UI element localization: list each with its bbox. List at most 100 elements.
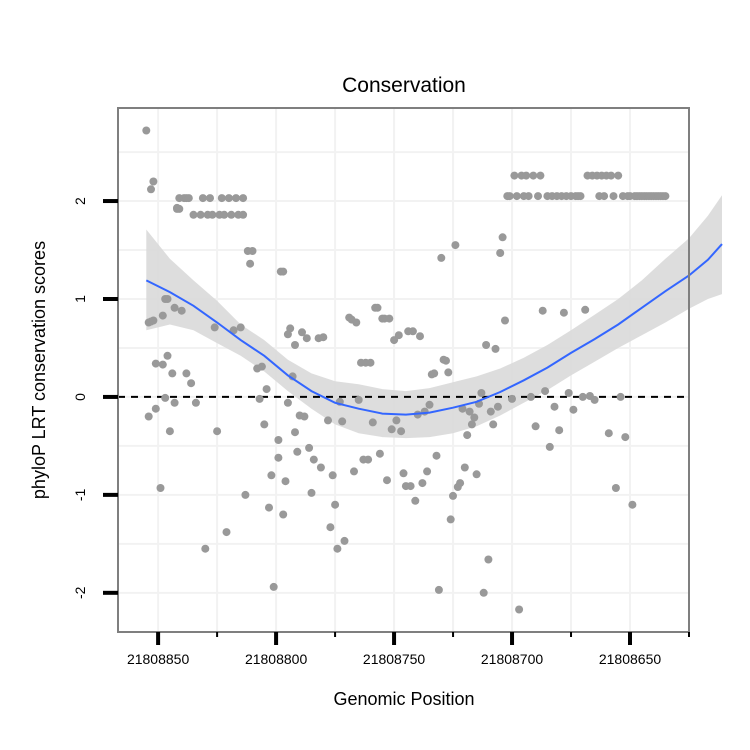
data-point	[397, 427, 406, 436]
data-point	[484, 555, 493, 564]
data-point	[224, 194, 233, 203]
data-point	[501, 316, 509, 325]
data-point	[383, 476, 391, 485]
data-point	[302, 334, 311, 343]
data-point	[165, 427, 174, 436]
data-point	[281, 477, 290, 486]
data-point	[239, 210, 248, 219]
data-point	[267, 471, 276, 480]
data-point	[470, 413, 479, 422]
data-point	[576, 192, 585, 201]
data-point	[425, 400, 434, 409]
data-point	[564, 389, 573, 397]
data-point	[213, 427, 222, 436]
data-point	[432, 451, 441, 460]
data-point	[611, 484, 620, 492]
data-point	[300, 412, 309, 421]
data-point	[217, 194, 226, 203]
data-point	[257, 362, 266, 371]
data-point	[600, 192, 609, 201]
data-point	[328, 471, 337, 480]
data-point	[545, 442, 554, 451]
data-point	[144, 412, 153, 421]
data-point	[437, 253, 446, 262]
data-point	[446, 515, 455, 524]
data-point	[338, 417, 347, 426]
data-point	[420, 407, 429, 416]
y-axis: -2 -1 0 1 2	[72, 197, 118, 599]
data-points	[142, 126, 670, 614]
data-point	[368, 418, 377, 427]
data-point	[508, 394, 516, 403]
data-point	[241, 490, 250, 499]
y-tick-label: -2	[72, 586, 88, 599]
data-point	[291, 341, 299, 349]
data-point	[163, 351, 172, 360]
x-tick-label: 21808700	[481, 651, 544, 667]
data-point	[354, 395, 363, 404]
data-point	[340, 536, 349, 545]
data-point	[274, 453, 283, 462]
data-point	[373, 303, 382, 312]
data-point	[479, 588, 488, 597]
data-point	[333, 544, 342, 553]
x-tick-label: 21808650	[599, 651, 662, 667]
data-point	[269, 582, 278, 591]
data-point	[175, 204, 184, 213]
data-point	[555, 426, 564, 435]
chart-title: Conservation	[342, 74, 466, 97]
data-point	[463, 431, 472, 440]
data-point	[526, 392, 535, 401]
data-point	[366, 358, 375, 367]
data-point	[510, 171, 519, 180]
data-point	[331, 500, 340, 509]
y-tick-label: 0	[72, 393, 88, 401]
y-axis-label: phyloP LRT conservation scores	[29, 241, 49, 499]
data-point	[550, 402, 559, 411]
data-point	[482, 341, 491, 349]
y-tick-label: 2	[72, 197, 88, 205]
data-point	[569, 405, 578, 414]
data-point	[628, 500, 637, 509]
data-point	[326, 523, 335, 532]
data-point	[319, 333, 328, 342]
data-point	[246, 259, 255, 268]
data-point	[210, 323, 219, 332]
data-point	[208, 210, 217, 219]
data-point	[512, 192, 521, 201]
data-point	[418, 479, 427, 488]
data-point	[158, 311, 167, 320]
data-point	[156, 484, 165, 492]
data-point	[279, 267, 288, 276]
data-point	[196, 210, 205, 219]
data-point	[170, 303, 179, 312]
data-point	[609, 192, 618, 201]
y-tick-label: -1	[72, 488, 88, 501]
data-point	[149, 316, 158, 325]
x-tick-label: 21808850	[127, 651, 190, 667]
data-point	[467, 420, 476, 429]
data-point	[298, 328, 306, 337]
data-point	[151, 404, 160, 413]
data-point	[434, 585, 443, 594]
data-point	[607, 171, 616, 180]
data-point	[262, 385, 271, 394]
data-point	[491, 344, 500, 353]
data-point	[189, 210, 198, 219]
data-point	[614, 171, 623, 180]
data-point	[496, 249, 505, 257]
plot-frame	[117, 107, 690, 633]
x-axis-label: Genomic Position	[333, 689, 474, 709]
data-point	[364, 455, 373, 464]
data-point	[604, 429, 613, 438]
data-point	[187, 379, 196, 388]
plot-panel	[118, 108, 689, 632]
data-point	[498, 233, 507, 242]
data-point	[293, 447, 302, 456]
data-point	[529, 171, 538, 180]
data-point	[161, 393, 170, 402]
data-point	[472, 470, 481, 479]
data-point	[578, 392, 587, 401]
data-point	[151, 359, 160, 368]
